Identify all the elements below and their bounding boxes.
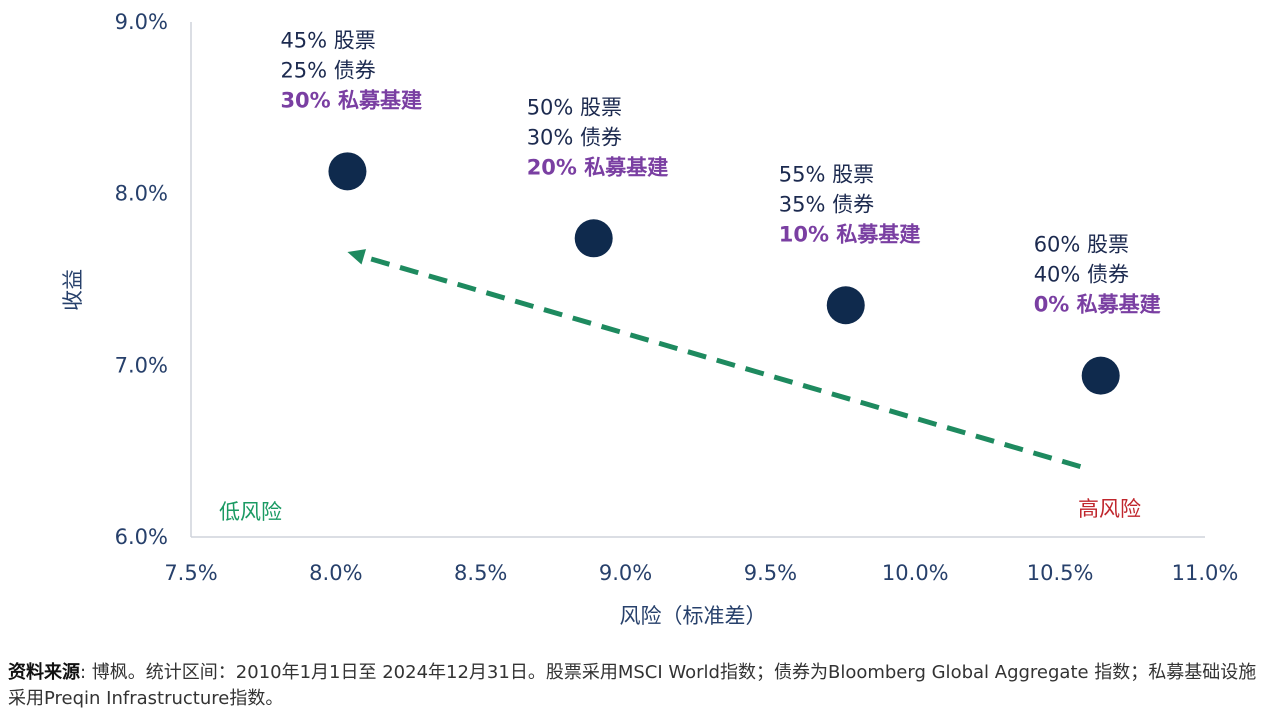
y-axis-title: 收益 — [61, 269, 85, 311]
x-tick-label: 10.5% — [1027, 561, 1094, 585]
x-tick-labels: 7.5% 8.0% 8.5% 9.0% 9.5% 10.0% 10.5% 11.0% — [164, 561, 1238, 585]
scatter-points — [328, 152, 1120, 395]
arrow-shaft — [363, 254, 1082, 470]
x-tick-label: 11.0% — [1172, 561, 1239, 585]
x-tick-label: 10.0% — [882, 561, 949, 585]
x-tick-label: 8.0% — [309, 561, 362, 585]
y-tick-label: 6.0% — [115, 525, 168, 549]
bond-share-label: 30% 债券 — [527, 125, 622, 149]
equity-share-label: 50% 股票 — [527, 95, 622, 119]
low-risk-label: 低风险 — [219, 500, 282, 524]
arrow-head — [347, 249, 367, 265]
infrastructure-share-label: 10% 私募基建 — [779, 222, 921, 246]
high-risk-label: 高风险 — [1078, 497, 1141, 521]
point-annotations: 45% 股票 25% 债券 30% 私募基建 50% 股票 30% 债券 20% 私募基建… — [280, 28, 1160, 316]
infrastructure-share-label: 30% 私募基建 — [280, 88, 422, 112]
scatter-point — [826, 286, 865, 325]
y-tick-label: 7.0% — [115, 353, 168, 377]
scatter-point — [1081, 356, 1120, 395]
trend-arrow — [347, 249, 1082, 470]
equity-share-label: 60% 股票 — [1034, 233, 1129, 257]
x-tick-label: 8.5% — [454, 561, 507, 585]
x-tick-label: 9.5% — [744, 561, 797, 585]
bond-share-label: 25% 债券 — [280, 58, 375, 82]
equity-share-label: 45% 股票 — [280, 28, 375, 52]
x-axis-title: 风险（标准差） — [620, 604, 767, 628]
y-tick-labels: 6.0% 7.0% 8.0% 9.0% — [115, 10, 168, 549]
y-tick-label: 8.0% — [115, 182, 168, 206]
x-tick-label: 7.5% — [164, 561, 217, 585]
infrastructure-share-label: 20% 私募基建 — [527, 155, 669, 179]
chart-axes — [190, 22, 1205, 538]
y-tick-label: 9.0% — [115, 10, 168, 34]
equity-share-label: 55% 股票 — [779, 162, 874, 186]
source-label: 资料来源 — [8, 662, 80, 683]
bond-share-label: 35% 债券 — [779, 192, 874, 216]
chart: 7.5% 8.0% 8.5% 9.0% 9.5% 10.0% 10.5% 11.0% 6.0%… — [61, 10, 1238, 628]
source-text: : 博枫。统计区间：2010年1月1日至 2024年12月31日。股票采用MSC… — [8, 662, 1257, 709]
scatter-point — [328, 152, 367, 191]
x-tick-label: 9.0% — [599, 561, 652, 585]
source-note: 资料来源: 博枫。统计区间：2010年1月1日至 2024年12月31日。股票采… — [8, 660, 1263, 712]
scatter-point — [574, 219, 613, 258]
bond-share-label: 40% 债券 — [1034, 263, 1129, 287]
infrastructure-share-label: 0% 私募基建 — [1034, 293, 1161, 317]
